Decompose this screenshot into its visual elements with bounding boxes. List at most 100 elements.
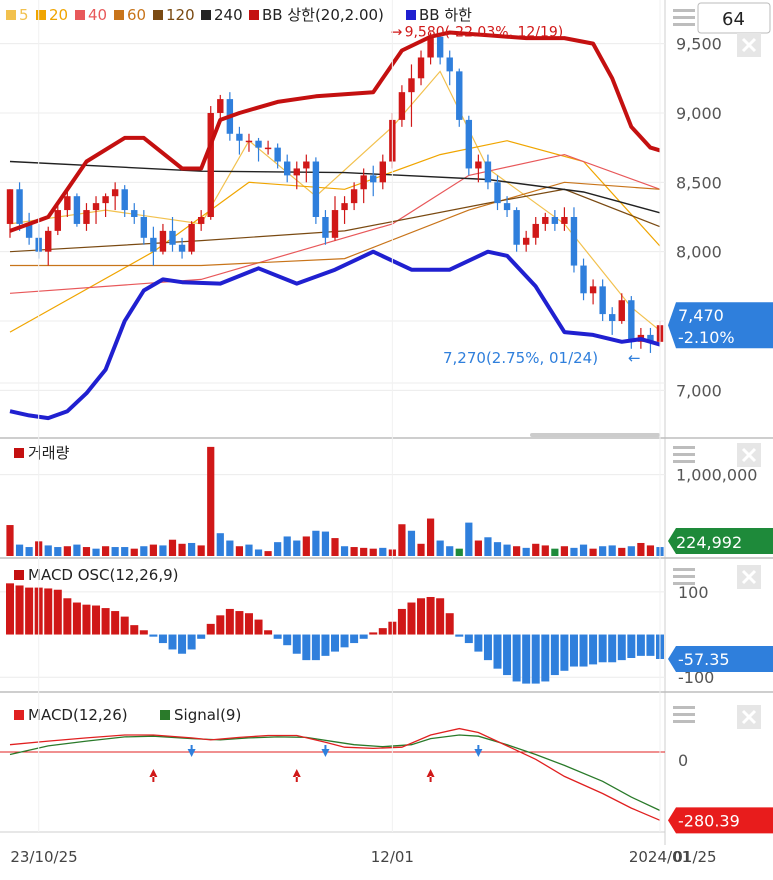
candle[interactable] <box>73 193 81 227</box>
candle[interactable] <box>131 203 138 224</box>
volume-bar <box>44 545 52 556</box>
candle[interactable] <box>16 182 23 231</box>
candle[interactable] <box>207 106 214 220</box>
candle-body <box>102 196 109 204</box>
candle[interactable] <box>542 212 549 231</box>
volume-bar <box>207 446 215 556</box>
osc-bar <box>426 596 435 635</box>
candle[interactable] <box>64 189 71 217</box>
close-x <box>741 569 757 585</box>
candle[interactable] <box>475 154 482 183</box>
price-menu-icon[interactable] <box>673 9 695 26</box>
candle[interactable] <box>513 207 520 252</box>
candle[interactable] <box>217 94 224 120</box>
candle[interactable] <box>92 196 100 224</box>
volume-menu-icon[interactable] <box>673 446 695 463</box>
candle[interactable] <box>102 193 109 217</box>
candle[interactable] <box>150 226 157 266</box>
candle[interactable] <box>370 165 377 197</box>
candle[interactable] <box>398 85 406 127</box>
candle[interactable] <box>551 210 559 231</box>
candle[interactable] <box>350 182 358 211</box>
volume-close-icon[interactable] <box>737 443 761 467</box>
candle[interactable] <box>255 137 262 162</box>
last-price-change: -2.10% <box>678 328 735 347</box>
candle-body <box>255 140 262 148</box>
candle[interactable] <box>111 182 119 211</box>
osc-badge-bg <box>668 646 773 673</box>
volume-bar <box>178 543 186 556</box>
candle[interactable] <box>322 210 329 245</box>
candle[interactable] <box>121 185 128 217</box>
candle[interactable] <box>408 64 415 127</box>
osc-bar <box>512 634 521 682</box>
candle[interactable] <box>169 217 176 252</box>
candle[interactable] <box>609 307 616 335</box>
volume-bar <box>111 547 119 556</box>
candle[interactable] <box>284 154 291 183</box>
candle[interactable] <box>293 161 300 190</box>
macd-last-value: -280.39 <box>678 811 740 830</box>
candle[interactable] <box>140 210 148 245</box>
candle[interactable] <box>599 279 606 322</box>
volume-bar <box>369 548 377 556</box>
candle[interactable] <box>25 212 33 245</box>
candle[interactable] <box>54 203 61 236</box>
osc-bar <box>6 583 14 635</box>
candle[interactable] <box>188 221 195 255</box>
candle[interactable] <box>580 258 587 301</box>
candle[interactable] <box>197 210 205 231</box>
candle[interactable] <box>522 230 530 252</box>
candle[interactable] <box>532 217 539 245</box>
volume-bar <box>149 544 157 556</box>
candle[interactable] <box>331 196 339 241</box>
candle-body <box>121 189 128 211</box>
candle[interactable] <box>494 175 501 211</box>
osc-bar <box>464 634 473 644</box>
candle[interactable] <box>446 50 453 86</box>
candle[interactable] <box>465 115 473 176</box>
candle[interactable] <box>274 143 281 169</box>
candle[interactable] <box>178 237 186 259</box>
candle[interactable] <box>312 157 320 224</box>
candle[interactable] <box>379 154 386 190</box>
candle[interactable] <box>245 133 253 152</box>
candle[interactable] <box>45 226 52 266</box>
price-tick-label: 9,000 <box>676 104 722 123</box>
candle[interactable] <box>83 203 90 231</box>
candle-body <box>73 196 81 224</box>
osc-bar <box>474 634 483 652</box>
osc-close-icon[interactable] <box>737 565 761 589</box>
high-annotation: 9,580(-22.03%, 12/19) <box>405 25 564 41</box>
price-close-icon[interactable] <box>737 33 761 57</box>
macd-menu-icon[interactable] <box>673 706 695 723</box>
macd-close-icon[interactable] <box>737 705 761 729</box>
candle[interactable] <box>561 207 568 231</box>
candle[interactable] <box>589 279 597 305</box>
candle[interactable] <box>303 154 310 183</box>
osc-bar <box>216 615 225 635</box>
candle[interactable] <box>159 223 167 255</box>
menu-bar <box>673 9 695 12</box>
candle[interactable] <box>503 196 511 217</box>
horizontal-scrollbar[interactable] <box>530 433 660 437</box>
candle[interactable] <box>264 140 272 155</box>
candle[interactable] <box>417 50 425 86</box>
candle-body <box>542 217 549 224</box>
candle-body <box>83 210 90 224</box>
volume-bar <box>73 544 81 556</box>
candle-body <box>25 223 33 238</box>
candle[interactable] <box>570 207 578 273</box>
period-input[interactable]: 64 <box>697 2 771 34</box>
candle[interactable] <box>341 196 348 224</box>
candle[interactable] <box>484 154 492 190</box>
candle[interactable] <box>436 32 444 65</box>
volume-bar <box>293 540 301 556</box>
osc-menu-icon[interactable] <box>673 568 695 585</box>
candle[interactable] <box>236 126 243 155</box>
candle[interactable] <box>618 293 625 324</box>
candle[interactable] <box>360 168 367 204</box>
candle[interactable] <box>456 68 463 127</box>
